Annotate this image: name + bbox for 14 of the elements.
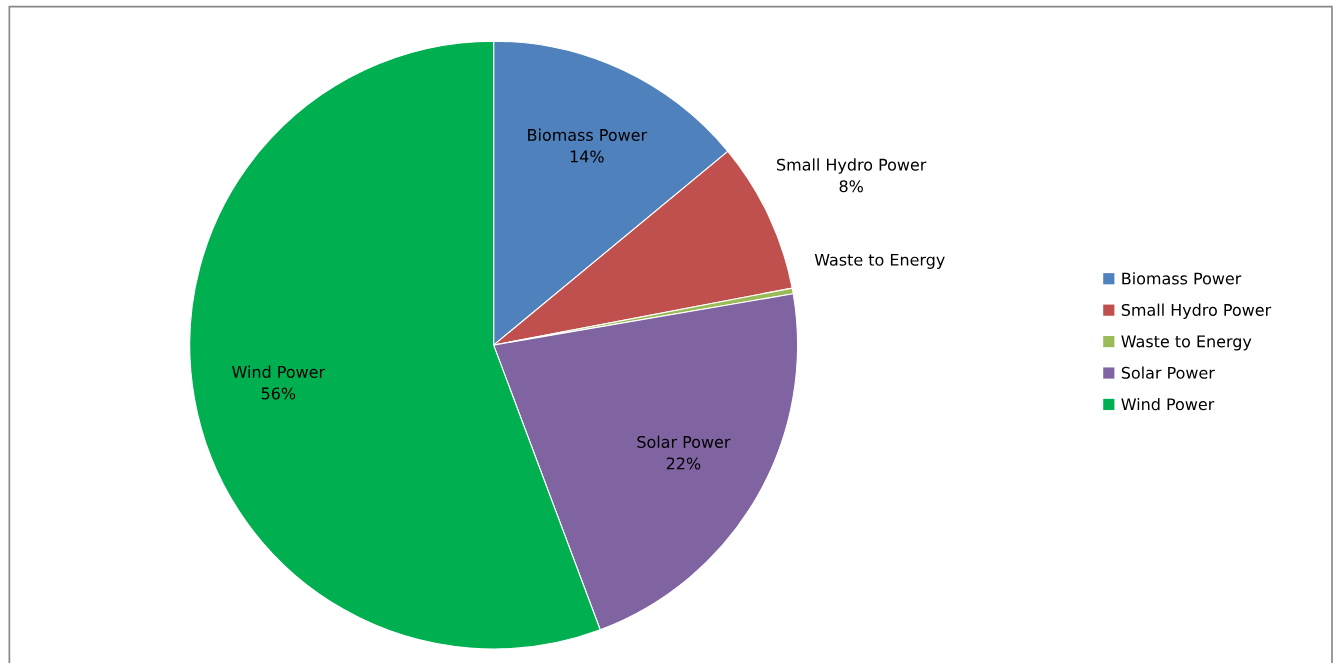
slice-label: Waste to Energy [814,253,945,269]
legend-label: Wind Power [1121,397,1215,411]
data-label: 22% [666,457,701,470]
slice-label: Solar Power [637,435,731,448]
data-label: 14% [570,150,604,163]
legend-label: Small Hydro Power [1121,303,1272,320]
data-label: 56% [261,387,296,400]
legend-label: Biomass Power [1122,272,1242,285]
data-label: 8% [839,180,863,193]
slice-label: Wind Power [232,365,326,378]
slice-label: Small Hydro Power [777,158,927,174]
legend-label: Waste to Energy [1121,335,1252,351]
slice-label: Biomass Power [528,128,648,141]
legend-label: Solar Power [1121,366,1215,379]
